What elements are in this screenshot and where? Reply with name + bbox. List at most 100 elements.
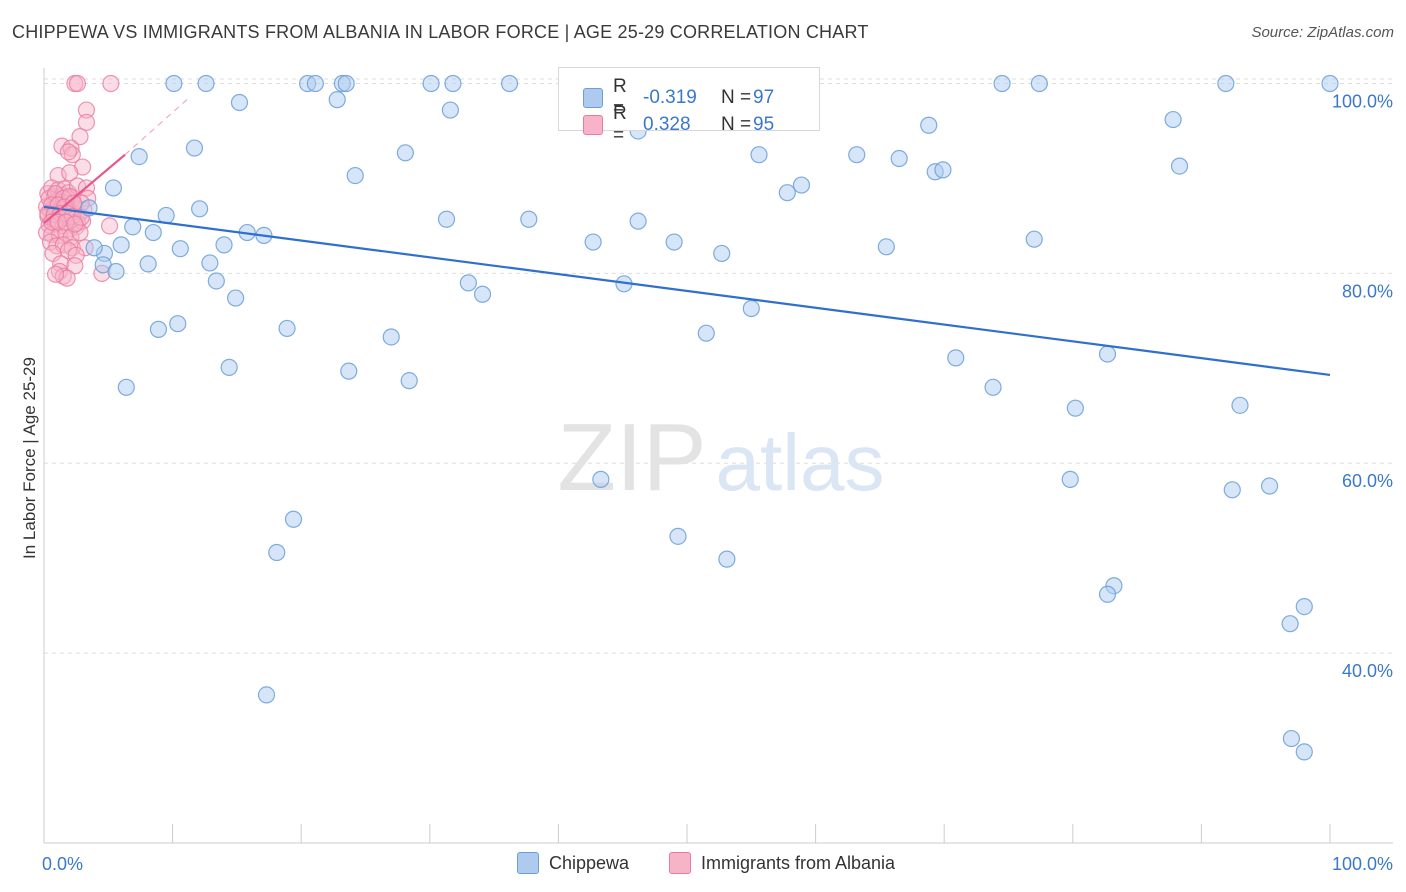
source-label: Source: ZipAtlas.com (1251, 24, 1394, 41)
y-axis-label: In Labor Force | Age 25-29 (20, 357, 39, 559)
albania-swatch (669, 852, 691, 874)
chippewa-point (1217, 74, 1235, 93)
chippewa-point (584, 233, 602, 251)
chippewa-point (520, 210, 538, 228)
y-tick-label: 40.0% (1342, 661, 1393, 681)
chippewa-point (230, 93, 249, 112)
grid-lines (44, 78, 1393, 654)
watermark-atlas: atlas (716, 418, 885, 507)
chippewa-point (877, 238, 895, 256)
legend-n-label: N = (721, 87, 752, 108)
legend-r-value: -0.319 (643, 87, 697, 108)
chippewa-point (697, 324, 715, 342)
chippewa-point (328, 91, 346, 109)
chippewa-points (80, 74, 1339, 761)
albania-point (68, 74, 87, 93)
legend-label-chippewa: Chippewa (549, 852, 630, 873)
chippewa-point (1098, 345, 1117, 363)
chippewa-point (112, 236, 130, 254)
legend-label-albania: Immigrants from Albania (701, 852, 896, 873)
chippewa-point (149, 320, 168, 338)
chippewa-point (284, 510, 303, 528)
chippewa-point (750, 146, 768, 164)
axes (43, 68, 1393, 844)
chippewa-point (1066, 399, 1084, 417)
chippewa-point (124, 218, 142, 236)
chippewa-point (459, 274, 477, 292)
chippewa-point (792, 176, 811, 194)
chippewa-point (191, 200, 209, 218)
legend-row-chippewa: R = -0.319 N = 97 (583, 76, 774, 120)
chippewa-point (422, 74, 440, 93)
correlation-legend: R = -0.319 N = 97 R = 0.328 N = 95 (558, 67, 820, 146)
albania-point (66, 215, 84, 233)
chippewa-point (1321, 74, 1339, 93)
chippewa-point (1098, 585, 1117, 603)
chippewa-point (337, 74, 355, 93)
chippewa-point (220, 358, 238, 376)
chippewa-point (437, 210, 456, 228)
chippewa-point (201, 254, 219, 272)
chart-title: CHIPPEWA VS IMMIGRANTS FROM ALBANIA IN L… (12, 22, 869, 42)
chippewa-point (890, 149, 908, 168)
chippewa-point (185, 139, 204, 157)
legend-r-value: 0.328 (643, 114, 691, 135)
chippewa-point (1295, 743, 1313, 761)
chippewa-point (215, 236, 233, 254)
chippewa-point (207, 272, 225, 290)
legend-item-albania: Immigrants from Albania (669, 852, 895, 874)
chippewa-point (984, 378, 1002, 396)
tick-labels: 40.0% 60.0% 80.0% 100.0% 0.0% 100.0% (42, 91, 1393, 874)
chippewa-point (169, 315, 187, 333)
y-tick-label: 80.0% (1342, 281, 1393, 301)
watermark-zip: ZIP (557, 404, 706, 511)
albania-point (61, 164, 79, 182)
legend-row-albania: R = 0.328 N = 95 (583, 103, 774, 147)
chippewa-point (104, 179, 123, 197)
chippewa-point (257, 686, 276, 704)
chippewa-point (444, 74, 462, 93)
trend-lines (43, 98, 1331, 377)
chippewa-point (778, 184, 796, 202)
legend-n-value: 97 (753, 87, 775, 108)
chippewa-trend-line (43, 205, 1331, 377)
x-tick-label: 0.0% (42, 854, 83, 874)
legend-r-label: R = (613, 76, 627, 119)
chippewa-point (669, 527, 687, 545)
chippewa-point (107, 262, 125, 281)
albania-points (37, 74, 120, 287)
chippewa-point (934, 161, 952, 179)
chippewa-point (1223, 481, 1241, 499)
chippewa-point (592, 470, 610, 488)
legend-n-value: 95 (753, 114, 775, 135)
chippewa-point (742, 299, 760, 318)
chippewa-point (1025, 230, 1043, 248)
chippewa-point (718, 550, 736, 568)
chippewa-point (382, 328, 400, 346)
albania-point (102, 74, 120, 93)
chippewa-point (629, 212, 647, 230)
chippewa-point (1282, 729, 1301, 748)
albania-trend-extension (124, 98, 189, 156)
chippewa-point (144, 223, 162, 242)
chippewa-point (1164, 110, 1182, 129)
chippewa-point (396, 144, 414, 162)
legend-n-label: N = (721, 114, 752, 135)
chippewa-point (1061, 470, 1079, 488)
y-tick-label: 100.0% (1332, 91, 1393, 111)
chippewa-point (473, 285, 492, 303)
chippewa-point (340, 362, 358, 380)
chippewa-point (227, 289, 245, 307)
albania-point (59, 143, 78, 161)
chippewa-point (1281, 615, 1299, 633)
chippewa-point (117, 378, 135, 396)
legend-item-chippewa: Chippewa (517, 852, 629, 874)
legend-swatch-albania (583, 115, 603, 135)
x-tick-label: 100.0% (1332, 854, 1393, 874)
chippewa-point (1295, 598, 1313, 616)
chippewa-point (306, 74, 324, 93)
chippewa-point (1170, 157, 1189, 175)
chippewa-point (85, 239, 103, 257)
chippewa-point (1260, 477, 1279, 495)
